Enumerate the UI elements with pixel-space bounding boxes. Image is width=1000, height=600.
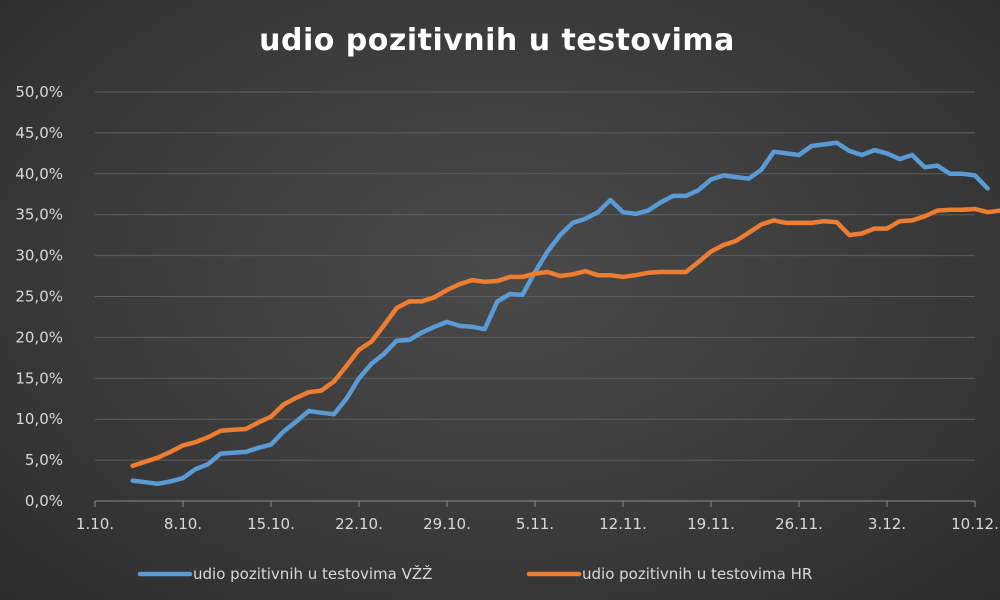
x-tick-label: 12.11. (599, 515, 647, 533)
x-tick-label: 8.10. (164, 515, 202, 533)
x-tick-label: 10.12. (951, 515, 999, 533)
x-tick-label: 5.11. (516, 515, 554, 533)
x-tick-label: 3.12. (868, 515, 906, 533)
gridlines (95, 91, 975, 461)
legend: udio pozitivnih u testovima VŽŽ udio pozi… (137, 564, 812, 583)
series-line-vzz (130, 140, 990, 487)
x-tick-label: 1.10. (76, 515, 114, 533)
y-tick-label: 10,0% (15, 410, 63, 428)
x-axis-tick-labels: 1.10. 8.10. 15.10. 22.10. 29.10. 5.11. 12.11. 1… (76, 515, 999, 533)
x-tick-label: 15.10. (247, 515, 295, 533)
x-axis (94, 500, 976, 507)
y-tick-label: 35,0% (15, 206, 63, 224)
x-tick-label: 29.10. (423, 515, 471, 533)
series-line-hr (130, 206, 1000, 469)
y-tick-label: 50,0% (15, 83, 63, 101)
y-tick-label: 25,0% (15, 288, 63, 306)
y-tick-label: 30,0% (15, 247, 63, 265)
y-axis-tick-labels: 0,0% 5,0% 10,0% 15,0% 20,0% 25,0% 30,0% 35,0% 40… (15, 83, 63, 510)
y-tick-label: 0,0% (25, 492, 63, 510)
series-lines (130, 140, 1000, 487)
y-tick-label: 5,0% (25, 451, 63, 469)
x-tick-label: 19.11. (687, 515, 735, 533)
legend-label-vzz: udio pozitivnih u testovima VŽŽ (193, 564, 432, 583)
x-tick-label: 22.10. (335, 515, 383, 533)
legend-label-hr: udio pozitivnih u testovima HR (582, 565, 812, 583)
y-tick-label: 15,0% (15, 369, 63, 387)
x-tick-label: 26.11. (775, 515, 823, 533)
y-tick-label: 45,0% (15, 124, 63, 142)
chart-title: udio pozitivnih u testovima (259, 23, 735, 58)
y-tick-label: 20,0% (15, 328, 63, 346)
y-tick-label: 40,0% (15, 165, 63, 183)
